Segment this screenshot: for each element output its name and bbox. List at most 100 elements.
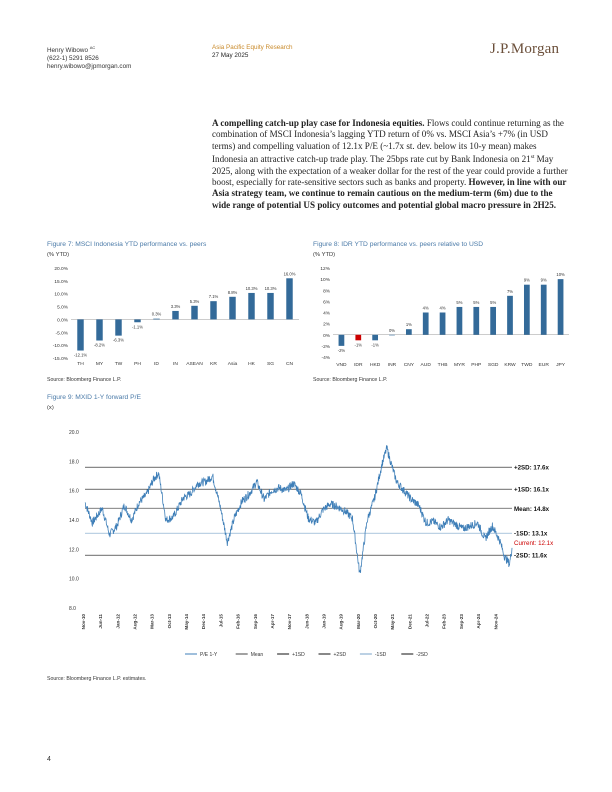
fig7-bar [229,296,236,320]
fig7-value-label: 8.8% [228,290,238,295]
body-paragraph: A compelling catch-up play case for Indo… [212,118,568,211]
fig7-category-label: PH [134,361,141,367]
fig8-value-label: 5% [456,300,462,305]
fig8-bar [490,306,497,335]
fig9-xtick: Mar-13 [150,614,155,629]
fig8-category-label: INR [388,362,397,368]
fig8-value-label: 5% [490,300,496,305]
fig8-value-label: 1% [406,322,412,327]
fig9-xtick: Sep-23 [459,614,464,630]
fig8-bar [523,284,530,335]
fig8-chart: 12% 10% 8% 6% 4% 2% 0% -2% -4% -2% VND -1% IDR -1% HKD… [320,266,569,368]
fig7-title: Figure 7: MSCI Indonesia YTD performance… [47,241,207,248]
fig9-ytick: 18.0 [69,459,79,465]
fig7-unit: (% YTD) [47,252,70,258]
fig7-ytick: -5.0% [55,330,68,336]
fig7-value-label: -6.3% [113,338,124,343]
fig8-value-label: 0% [389,328,395,333]
fig7-value-label: 0.3% [152,312,162,317]
fig7-bar [286,278,293,320]
fig9-ytick: 20.0 [69,430,79,436]
fig9-legend-label: -2SD [416,652,428,658]
fig9-xtick: Nov-10 [81,614,86,630]
fig8-bar [372,334,379,341]
fig9-xtick: Apr-17 [270,614,275,629]
fig9-title: Figure 9: MXID 1-Y forward P/E [47,394,141,401]
fig9-unit: (x) [47,405,54,411]
fig8-category-label: THB [438,362,448,368]
fig9-ytick: 12.0 [69,547,79,553]
fig8-value-label: 7% [507,289,513,294]
fig8-ytick: 2% [323,322,331,328]
fig9-xtick: Jul-22 [425,614,430,628]
fig7-category-label: HK [248,361,256,367]
fig7-category-label: SG [267,361,274,367]
fig7-ytick: 15.0% [54,279,68,285]
fig8-value-label: -1% [355,342,363,347]
fig8-ytick: -2% [321,344,330,350]
fig8-bar [389,334,395,336]
fig8-value-label: -1% [371,342,379,347]
fig8-unit: (% YTD) [313,252,336,258]
fig7-ytick: 10.0% [54,292,68,298]
fig9-ytick: 8.0 [69,606,76,612]
fig8-category-label: AUD [421,362,432,368]
fig8-bar [405,329,412,335]
fig8-category-label: HKD [370,362,381,368]
fig9-legend-label: +1SD [292,652,305,658]
fig9-ytick: 14.0 [69,518,79,524]
fig7-value-label: 10.3% [265,286,277,291]
fig9-xtick: Jun-18 [304,614,309,629]
fig7-category-label: TH [77,361,84,367]
body-text-1: Flows could continue returning as the co… [212,118,564,165]
fig9-xtick: May-21 [390,614,395,630]
fig7-category-label: ASEAN [186,361,203,367]
fig8-ytick: 8% [323,288,331,294]
fig8-bar [338,334,345,346]
fig8-category-label: JPY [556,362,566,368]
fig9-pe-line [84,445,513,573]
fig7-bar [153,318,160,320]
fig8-category-label: TWD [521,362,533,368]
fig9-xtick: Aug-12 [133,614,138,630]
report-title: Asia Pacific Equity Research [212,44,293,51]
fig9-plus1sd-label: +1SD: 16.1x [514,487,549,494]
jpmorgan-logo: J.P.Morgan [490,41,560,57]
fig8-value-label: -2% [338,348,346,353]
fig8-ytick: 4% [323,311,331,317]
fig7-bar [115,319,122,336]
fig7-value-label: 3.3% [171,304,181,309]
fig8-ytick: 0% [323,333,331,339]
fig7-ytick: 20.0% [54,266,68,272]
fig7-value-label: 10.3% [246,286,258,291]
fig8-title: Figure 8: IDR YTD performance vs. peers … [313,241,484,248]
fig7-bar [210,301,217,320]
fig9-xtick: Feb-23 [442,614,447,629]
fig9-xtick: Jun-11 [98,614,103,629]
fig9-xtick: Apr-24 [476,614,481,629]
fig9-xtick: Dec-14 [201,614,206,630]
page-number: 4 [47,756,51,763]
fig9-source: Source: Bloomberg Finance L.P. estimates… [47,676,147,682]
fig8-category-label: VND [336,362,347,368]
fig8-category-label: EUR [539,362,550,368]
fig9-mean-label: Mean: 14.8x [514,506,550,513]
fig9-xtick: Oct-13 [167,614,172,629]
fig8-bar [422,312,429,335]
author-sup: AC [89,45,96,50]
fig7-category-label: IN [173,361,178,367]
fig8-value-label: 4% [440,306,446,311]
fig7-bar [134,319,141,323]
fig9-minus1sd-label: -1SD: 13.1x [514,531,548,538]
fig8-category-label: MYR [454,362,465,368]
author-email[interactable]: henry.wibowo@jpmorgan.com [47,63,132,71]
report-date: 27 May 2025 [212,52,249,59]
fig7-bar [172,310,179,320]
fig7-value-label: -1.1% [132,324,143,329]
fig9-xtick: Nov-24 [493,614,498,630]
fig8-value-label: 4% [423,306,429,311]
body-text-2: May 2025, along with the expectation of … [212,154,568,188]
fig7-category-label: ID [154,361,159,367]
lead-bold: A compelling catch-up play case for Indo… [212,118,425,128]
fig9-xtick: Dec-21 [407,614,412,630]
